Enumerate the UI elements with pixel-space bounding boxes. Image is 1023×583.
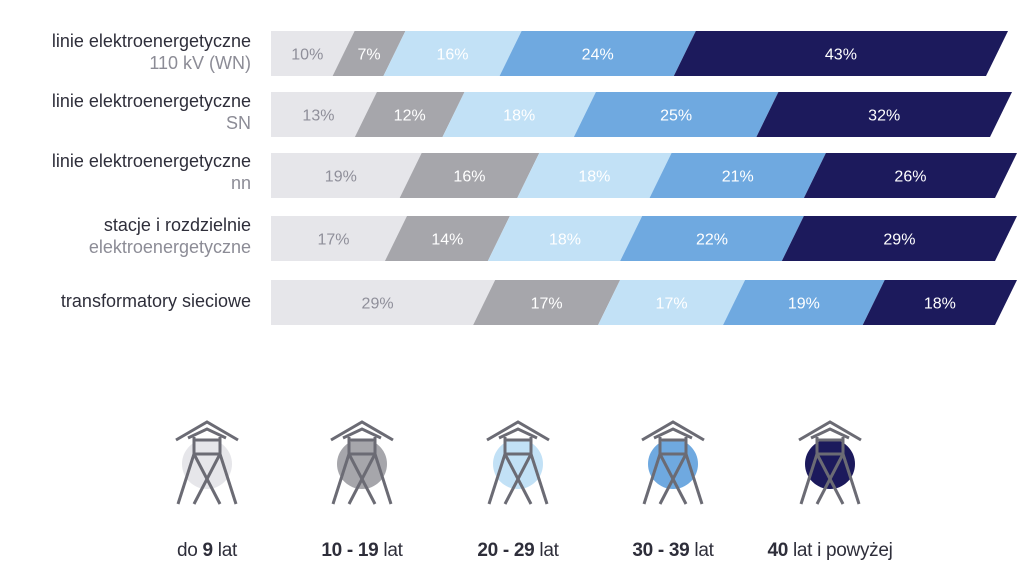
bar-segment-3-s1: [271, 216, 407, 261]
data-label-4-s2: 17%: [531, 296, 563, 313]
legend-label: 40 lat i powyżej: [767, 540, 893, 561]
bar-segment-2-s1: [271, 153, 422, 198]
data-label-3-s1: 17%: [317, 232, 349, 249]
bar-segment-2-s5: [803, 153, 1017, 198]
data-label-3-s3: 18%: [549, 232, 581, 249]
data-label-1-s2: 12%: [394, 108, 426, 125]
data-label-0-s1: 10%: [291, 47, 323, 64]
legend-label: 10 - 19 lat: [321, 540, 403, 561]
data-label-1-s3: 18%: [503, 108, 535, 125]
bar-segment-4-s3: [598, 280, 746, 325]
legend-item-under-10: do 9 lat: [117, 418, 297, 578]
bar-segment-1-s1: [271, 92, 377, 137]
bar-segment-1-s2: [354, 92, 465, 137]
legend-item-40-plus: 40 lat i powyżej: [740, 418, 920, 578]
bar-segment-3-s5: [781, 216, 1017, 261]
data-label-1-s1: 13%: [302, 108, 334, 125]
bar-segment-4-s1: [271, 280, 496, 325]
data-label-0-s4: 24%: [582, 47, 614, 64]
power-pylon-icon: [327, 418, 397, 515]
legend-label: 30 - 39 lat: [632, 540, 714, 561]
data-label-2-s5: 26%: [894, 169, 926, 186]
data-label-2-s3: 18%: [578, 169, 610, 186]
bar-segment-1-s4: [573, 92, 779, 137]
legend-label: 20 - 29 lat: [477, 540, 559, 561]
bar-segment-2-s4: [649, 153, 826, 198]
data-label-1-s4: 25%: [660, 108, 692, 125]
data-label-2-s2: 16%: [453, 169, 485, 186]
bar-segment-0-s4: [499, 31, 696, 76]
data-label-4-s5: 18%: [924, 296, 956, 313]
category-label-1: linie elektroenergetyczne SN: [51, 91, 251, 133]
bar-segment-4-s5: [862, 280, 1017, 325]
bar-segment-0-s5: [673, 31, 1008, 76]
legend-item-30-39: 30 - 39 lat: [583, 418, 763, 578]
data-label-4-s3: 17%: [656, 296, 688, 313]
bar-segment-0-s1: [271, 31, 355, 76]
category-label-4: transformatory sieciowe: [60, 291, 251, 311]
bar-segment-0-s2: [332, 31, 406, 76]
data-label-1-s5: 32%: [868, 108, 900, 125]
legend-item-10-19: 10 - 19 lat: [272, 418, 452, 578]
category-label-0: linie elektroenergetyczne 110 kV (WN): [51, 31, 251, 73]
power-pylon-icon: [172, 418, 242, 515]
data-label-3-s4: 22%: [696, 232, 728, 249]
bar-segment-1-s5: [756, 92, 1012, 137]
bar-segment-0-s3: [383, 31, 522, 76]
data-label-3-s5: 29%: [883, 232, 915, 249]
bar-segment-4-s4: [723, 280, 885, 325]
power-pylon-icon: [638, 418, 708, 515]
data-label-3-s2: 14%: [431, 232, 463, 249]
bar-segment-3-s3: [487, 216, 643, 261]
bar-segment-4-s2: [473, 280, 621, 325]
data-label-0-s5: 43%: [825, 47, 857, 64]
data-label-2-s4: 21%: [722, 169, 754, 186]
power-pylon-icon: [483, 418, 553, 515]
legend-item-20-29: 20 - 29 lat: [428, 418, 608, 578]
bar-segment-3-s4: [620, 216, 804, 261]
legend-label: do 9 lat: [177, 540, 237, 561]
data-label-4-s1: 29%: [362, 296, 394, 313]
data-label-2-s1: 19%: [325, 169, 357, 186]
bar-segment-2-s2: [399, 153, 540, 198]
bar-segment-2-s3: [517, 153, 672, 198]
data-label-0-s3: 16%: [436, 47, 468, 64]
data-label-0-s2: 7%: [357, 47, 380, 64]
power-pylon-icon: [795, 418, 865, 515]
bar-segment-3-s2: [384, 216, 510, 261]
category-label-3: stacje i rozdzielnie elektroenergetyczne: [88, 215, 251, 257]
data-label-4-s4: 19%: [788, 296, 820, 313]
bar-segment-1-s3: [442, 92, 596, 137]
category-label-2: linie elektroenergetyczne nn: [51, 151, 251, 193]
